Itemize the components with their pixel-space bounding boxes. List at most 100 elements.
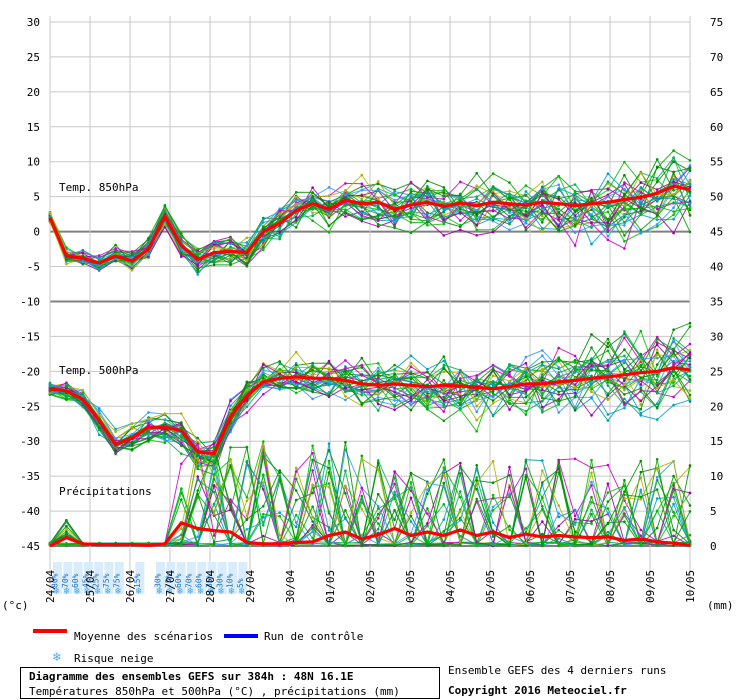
member-point [97, 414, 101, 417]
member-point [606, 398, 610, 401]
member-point [623, 204, 626, 207]
member-point [475, 391, 479, 394]
snowflake-icon: ❄ [54, 586, 61, 597]
member-point [688, 349, 692, 352]
member-point [97, 268, 101, 271]
member-point [655, 218, 659, 221]
member-point [491, 399, 495, 402]
member-point [573, 544, 577, 548]
member-point [409, 398, 413, 402]
member-point [442, 218, 446, 221]
member-point [212, 443, 216, 446]
member-point [590, 414, 593, 417]
member-point [541, 354, 544, 358]
member-point [573, 201, 577, 205]
member-point [360, 457, 364, 461]
member-point [294, 391, 298, 395]
member-point [606, 337, 610, 341]
member-point [229, 409, 232, 413]
member-point [672, 511, 675, 514]
member-point [491, 205, 495, 208]
member-point [557, 207, 560, 211]
member-point [573, 530, 577, 533]
member-point [541, 378, 544, 382]
member-point [376, 376, 380, 380]
legend-control-label: Run de contrôle [264, 630, 364, 643]
member-point [573, 220, 577, 224]
member-point [442, 370, 446, 374]
member-point [376, 369, 380, 373]
member-point [426, 542, 429, 546]
member-point [409, 511, 413, 515]
member-point [393, 376, 396, 380]
member-point [65, 519, 68, 522]
member-point [590, 226, 593, 229]
legend-snow-label: Risque neige [74, 652, 154, 665]
member-point [508, 181, 511, 184]
snow-risk-cell [83, 562, 93, 594]
member-point [475, 476, 479, 479]
member-point [409, 231, 413, 234]
member-point [376, 189, 380, 192]
member-point [491, 364, 495, 367]
snow-risk-label: 30% [215, 573, 224, 588]
member-point [262, 455, 265, 458]
member-point [409, 403, 413, 407]
member-point [639, 459, 643, 463]
member-point [196, 475, 199, 478]
member-point [590, 512, 593, 516]
member-point [541, 399, 544, 403]
snow-risk-strip: 80%❄70%❄60%❄45%❄25%❄75%❄75%❄15%❄30%❄75%❄… [51, 562, 248, 597]
member-point [590, 520, 593, 523]
member-point [573, 358, 577, 362]
member-point [409, 190, 413, 193]
member-point [65, 544, 68, 547]
member-point [327, 214, 331, 217]
member-point [557, 366, 560, 369]
right-tick-label: 65 [710, 86, 723, 99]
member-point [442, 484, 446, 488]
right-tick-label: 15 [710, 435, 723, 448]
member-point [360, 374, 364, 377]
member-point [541, 369, 544, 372]
member-point [623, 240, 626, 243]
member-point [344, 492, 347, 495]
member-point [459, 207, 462, 211]
member-point [212, 263, 216, 267]
member-point [311, 214, 314, 217]
member-point [655, 418, 659, 421]
member-point [672, 160, 675, 163]
member-point [557, 219, 560, 222]
member-point [541, 532, 544, 536]
member-point [672, 217, 675, 221]
member-point [508, 367, 511, 371]
ensemble-means [48, 184, 691, 548]
member-point [639, 191, 643, 194]
member-point [606, 381, 610, 384]
snow-risk-cell [135, 562, 145, 594]
member-point [541, 385, 544, 388]
member-point [491, 535, 495, 538]
member-point [229, 262, 232, 265]
member-point [655, 335, 659, 339]
member-point [557, 402, 560, 406]
member-point [590, 383, 593, 386]
member-point [573, 383, 577, 386]
member-point [541, 194, 544, 198]
member-point [655, 207, 659, 211]
member-point [180, 543, 183, 546]
member-point [442, 189, 446, 193]
member-point [327, 485, 331, 489]
member-point [688, 533, 692, 537]
snow-risk-label: 60% [174, 573, 183, 588]
member-point [688, 204, 692, 207]
member-point [114, 250, 117, 254]
member-point [623, 336, 626, 340]
member-point [688, 351, 692, 354]
member-point [376, 402, 380, 406]
member-point [442, 410, 446, 413]
member-point [541, 218, 544, 221]
member-point [278, 370, 282, 374]
member-point [344, 382, 347, 385]
member-point [623, 348, 626, 351]
